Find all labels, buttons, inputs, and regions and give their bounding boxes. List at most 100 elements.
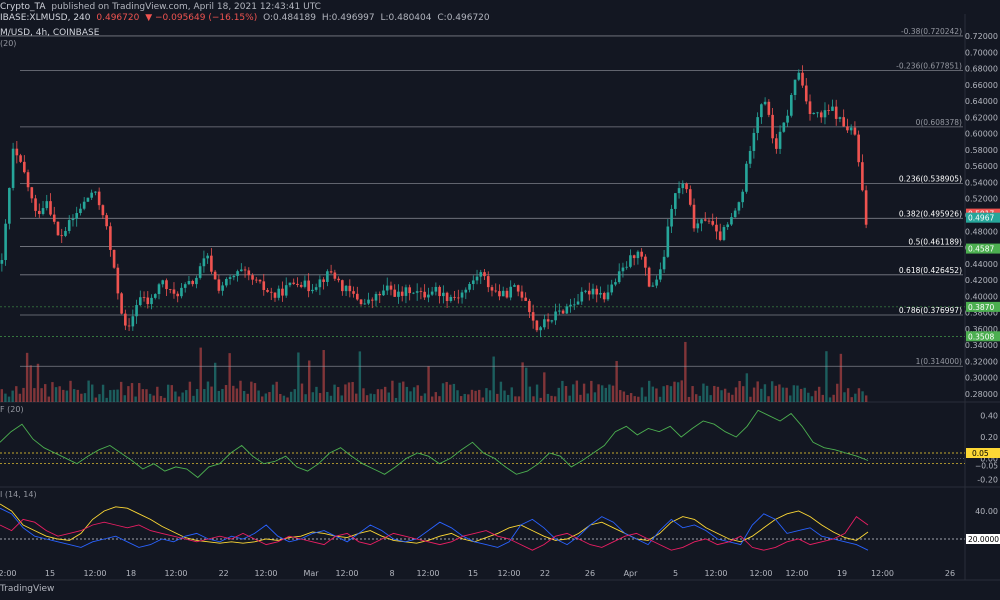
volume-bar — [412, 387, 416, 402]
candle-body — [404, 287, 408, 296]
candle-body — [344, 285, 348, 292]
candle-body — [715, 224, 718, 232]
candle-body — [584, 290, 587, 292]
candle-body — [236, 271, 239, 276]
candle-body — [382, 290, 385, 296]
main-legend: M/USD, 4h, COINBASE — [0, 28, 100, 38]
candle-body — [442, 292, 445, 297]
volume-bar — [293, 389, 296, 402]
volume-bar — [546, 393, 550, 402]
price-tick-label: 0.58000 — [965, 146, 998, 155]
volume-bar — [87, 380, 90, 402]
candle-body — [172, 289, 176, 294]
candle-body — [412, 292, 415, 294]
candle-body — [430, 291, 434, 295]
author-name[interactable]: Crypto_TA — [0, 2, 46, 12]
volume-bar — [789, 395, 792, 402]
candle-body — [221, 285, 224, 291]
price-tick-label: 0.48000 — [965, 227, 998, 236]
volume-bar — [271, 384, 275, 402]
volume-bar — [713, 385, 716, 402]
volume-bar — [745, 373, 749, 402]
volume-bar — [810, 396, 814, 402]
candle-body — [355, 293, 359, 300]
candle-body — [849, 127, 853, 131]
close-value: C:0.496720 — [437, 13, 490, 23]
candle-body — [528, 300, 531, 313]
candle-body — [49, 201, 52, 215]
fib-level-label: 0.5(0.461189) — [908, 238, 962, 247]
volume-bar — [600, 385, 604, 402]
volume-bar — [373, 394, 376, 402]
candle-body — [269, 291, 273, 293]
volume-bar — [796, 385, 799, 402]
candle-body — [427, 294, 430, 298]
volume-bar — [282, 395, 286, 402]
time-tick-label: 19 — [837, 569, 847, 578]
candle-body — [232, 275, 236, 278]
time-tick-label: 26 — [585, 569, 595, 578]
volume-bar — [15, 386, 18, 402]
volume-bar — [47, 396, 51, 402]
candle-body — [150, 297, 153, 305]
candle-body — [703, 219, 707, 221]
candle-body — [509, 286, 513, 298]
candle-body — [453, 296, 456, 298]
candle-body — [97, 191, 101, 206]
volume-bar — [264, 393, 268, 402]
candle-body — [64, 230, 67, 236]
time-tick-label: 12:00 — [164, 569, 187, 578]
candle-body — [8, 187, 11, 224]
volume-bar — [116, 389, 119, 402]
volume-bar — [0, 389, 4, 402]
candle-body — [228, 277, 232, 279]
candle-body — [677, 188, 681, 194]
candle-body — [15, 148, 19, 156]
candle-body — [531, 312, 535, 321]
candle-body — [374, 293, 378, 301]
volume-bar — [65, 390, 69, 402]
volume-bar — [224, 385, 228, 402]
fib-level-label: 0.618(0.426452) — [899, 266, 962, 275]
cmf-tick-label: 0.40 — [980, 412, 998, 421]
volume-bar — [18, 393, 22, 402]
candle-body — [651, 285, 655, 287]
candle-body — [138, 297, 142, 306]
volume-bar — [799, 388, 803, 402]
volume-bar — [192, 395, 195, 402]
candle-body — [775, 138, 778, 149]
volume-bar — [72, 389, 76, 402]
candle-body — [165, 280, 168, 290]
symbol-label: IBASE:XLMUSD, 240 — [0, 13, 91, 23]
price-tag-label: 0.4587 — [968, 245, 994, 254]
volume-bar — [340, 395, 343, 402]
volume-bar — [503, 390, 506, 402]
candle-body — [195, 277, 198, 285]
price-tick-label: 0.42000 — [965, 276, 998, 285]
volume-bar — [109, 390, 112, 402]
volume-bar — [543, 372, 546, 402]
volume-bar — [438, 396, 441, 402]
candle-body — [75, 213, 79, 219]
volume-bar — [463, 393, 466, 402]
volume-bar — [326, 391, 329, 402]
volume-bar — [174, 391, 177, 402]
candle-body — [116, 267, 120, 294]
candle-body — [539, 327, 542, 331]
candle-body — [419, 291, 423, 292]
candle-body — [516, 285, 520, 292]
price-tag-label: 0.4967 — [968, 214, 994, 223]
volume-bar — [720, 390, 723, 402]
cmf-tick-label: -0.20 — [977, 476, 998, 485]
candle-body — [251, 275, 254, 280]
price-change: ▼ −0.095649 (−16.15%) — [145, 13, 258, 23]
candle-body — [277, 288, 281, 298]
volume-bar — [622, 391, 626, 402]
volume-bar — [369, 393, 372, 402]
volume-bar — [228, 353, 231, 402]
candle-body — [393, 289, 397, 297]
volume-bar — [365, 395, 369, 402]
candle-body — [580, 291, 584, 302]
candle-body — [333, 272, 337, 279]
